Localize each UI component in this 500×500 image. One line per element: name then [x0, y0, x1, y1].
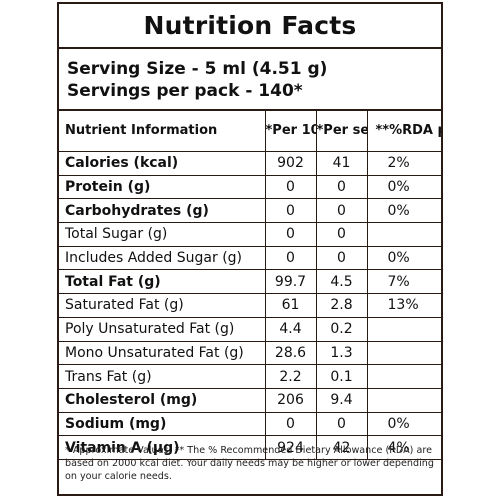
table-row: Mono Unsaturated Fat (g) 28.6 1.3	[59, 340, 441, 366]
table-row: Vitamin A (µg) 924 42 4%	[59, 435, 441, 460]
title-band: Nutrition Facts	[59, 4, 441, 49]
label-title: Nutrition Facts	[143, 11, 357, 40]
table-row: Calories (kcal) 902 41 2%	[59, 151, 441, 176]
nutrition-facts-label: Nutrition Facts Serving Size - 5 ml (4.5…	[57, 2, 443, 496]
serving-info: Serving Size - 5 ml (4.51 g) Servings pe…	[59, 49, 441, 111]
table-row: Carbohydrates (g) 0 0 0%	[59, 198, 441, 224]
value-rda: 7%	[366, 269, 441, 295]
column-header-nutrient: Nutrient Information	[59, 111, 266, 152]
value-per-100g: 0	[264, 411, 317, 437]
nutrient-name: Mono Unsaturated Fat (g)	[59, 340, 266, 366]
value-per-100g: 4.4	[264, 316, 317, 342]
nutrient-name: Poly Unsaturated Fat (g)	[59, 316, 266, 342]
value-rda	[366, 387, 441, 413]
value-rda: 0%	[366, 174, 441, 200]
value-per-serve: 41	[315, 151, 368, 176]
value-rda	[366, 340, 441, 366]
nutrient-name: Cholesterol (mg)	[59, 387, 266, 413]
value-per-serve: 0	[315, 245, 368, 271]
table-row: Saturated Fat (g) 61 2.8 13%	[59, 293, 441, 318]
value-per-serve: 0.1	[315, 364, 368, 389]
nutrient-name: Total Sugar (g)	[59, 222, 266, 247]
footnote: * Approximate Values. ** The % Recommend…	[65, 445, 434, 482]
nutrient-name: Includes Added Sugar (g)	[59, 245, 266, 271]
table-row: Trans Fat (g) 2.2 0.1	[59, 364, 441, 389]
value-per-serve: 9.4	[315, 387, 368, 413]
nutrient-name: Total Fat (g)	[59, 269, 266, 295]
value-per-serve: 1.3	[315, 340, 368, 366]
nutrient-name: Calories (kcal)	[59, 151, 266, 176]
table-row: Poly Unsaturated Fat (g) 4.4 0.2	[59, 316, 441, 342]
value-per-serve: 0	[315, 222, 368, 247]
value-per-100g: 99.7	[264, 269, 317, 295]
nutrition-rows: Calories (kcal) 902 41 2% Protein (g) 0 0 0% Car…	[59, 151, 441, 460]
value-per-100g: 924	[264, 435, 317, 460]
nutrient-name: Protein (g)	[59, 174, 266, 200]
value-rda: 13%	[366, 293, 441, 318]
table-row: Total Sugar (g) 0 0	[59, 222, 441, 247]
value-per-100g: 0	[264, 174, 317, 200]
nutrient-name: Trans Fat (g)	[59, 364, 266, 389]
value-rda	[366, 364, 441, 389]
nutrient-name: Carbohydrates (g)	[59, 198, 266, 224]
value-per-100g: 206	[264, 387, 317, 413]
value-per-100g: 2.2	[264, 364, 317, 389]
value-rda: 2%	[366, 151, 441, 176]
nutrient-name: Vitamin A (µg)	[59, 435, 266, 460]
value-per-serve: 0.2	[315, 316, 368, 342]
value-per-100g: 61	[264, 293, 317, 318]
column-header-per-100g: *Per 100 g	[264, 111, 317, 152]
value-per-serve: 2.8	[315, 293, 368, 318]
value-per-100g: 902	[264, 151, 317, 176]
servings-per-pack: Servings per pack - 140*	[67, 81, 303, 101]
table-row: Total Fat (g) 99.7 4.5 7%	[59, 269, 441, 295]
value-per-serve: 0	[315, 174, 368, 200]
value-per-serve: 4.5	[315, 269, 368, 295]
value-per-100g: 28.6	[264, 340, 317, 366]
column-header-rda: **%RDA per serve	[366, 111, 441, 152]
value-per-serve: 42	[315, 435, 368, 460]
serving-size: Serving Size - 5 ml (4.51 g)	[67, 59, 328, 79]
value-rda	[366, 316, 441, 342]
value-per-100g: 0	[264, 222, 317, 247]
value-rda: 0%	[366, 245, 441, 271]
nutrient-name: Saturated Fat (g)	[59, 293, 266, 318]
table-row: Sodium (mg) 0 0 0%	[59, 411, 441, 437]
table-row: Protein (g) 0 0 0%	[59, 174, 441, 200]
table-header-row: Nutrient Information *Per 100 g *Per ser…	[59, 111, 441, 152]
value-per-serve: 0	[315, 198, 368, 224]
nutrient-name: Sodium (mg)	[59, 411, 266, 437]
value-per-100g: 0	[264, 198, 317, 224]
table-row: Cholesterol (mg) 206 9.4	[59, 387, 441, 413]
value-per-serve: 0	[315, 411, 368, 437]
value-rda: 0%	[366, 411, 441, 437]
value-rda	[366, 222, 441, 247]
nutrition-table: Nutrient Information *Per 100 g *Per ser…	[59, 111, 441, 460]
value-rda: 0%	[366, 198, 441, 224]
table-row: Includes Added Sugar (g) 0 0 0%	[59, 245, 441, 271]
value-per-100g: 0	[264, 245, 317, 271]
column-header-per-serve: *Per serve	[315, 111, 368, 152]
value-rda: 4%	[366, 435, 441, 460]
